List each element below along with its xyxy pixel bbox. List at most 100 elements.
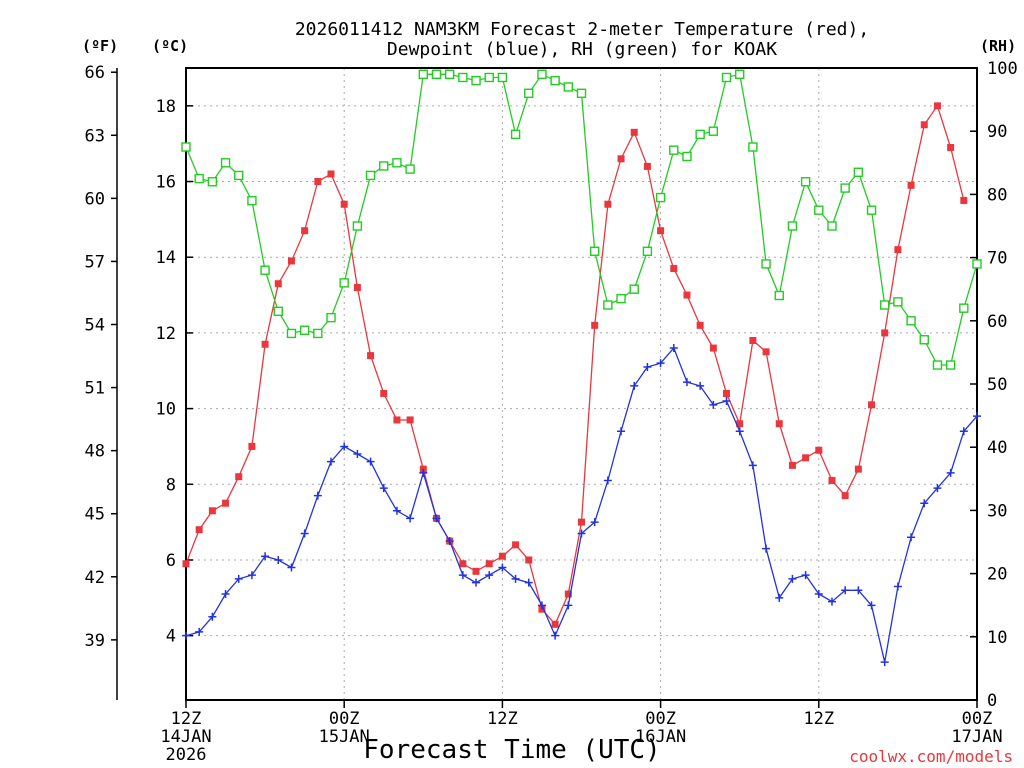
temperature-point [696, 321, 704, 329]
temperature-point [591, 321, 599, 329]
dewpoint-point [419, 468, 428, 477]
temperature-point [657, 227, 665, 235]
temperature-point [512, 541, 520, 549]
dewpoint-point [340, 442, 349, 451]
x-tick-label: 2026 [166, 745, 207, 765]
rh-point [418, 69, 428, 80]
celsius-tick-label: 10 [156, 400, 176, 420]
rh-point [484, 72, 494, 83]
x-tick-label: 17JAN [951, 727, 1002, 747]
tick-labels: 4 6 8 10 12 14 16 18 39 42 45 48 51 54 57 60 63 66 0 10 20 30… [85, 59, 1018, 765]
rh-point [379, 161, 389, 171]
rh-point [906, 316, 916, 326]
dewpoint-point [603, 476, 612, 485]
temperature-point [287, 257, 295, 265]
fahrenheit-tick-label: 57 [85, 252, 105, 272]
fahrenheit-tick-label: 42 [85, 568, 105, 588]
temperature-point [894, 246, 902, 254]
rh-point [234, 170, 244, 181]
temperature-point [367, 352, 375, 360]
dewpoint-point [577, 529, 586, 538]
dewpoint-point [762, 544, 771, 553]
dewpoint-point [524, 578, 533, 587]
dewpoint-point [669, 344, 678, 353]
rh-point [721, 72, 732, 83]
temperature-point [617, 155, 625, 163]
celsius-tick-label: 12 [156, 324, 176, 344]
x-tick-label: 00Z [645, 709, 676, 729]
rh-point [550, 75, 560, 86]
temperature-point [261, 340, 269, 348]
rh-point [181, 142, 191, 152]
temperature-point [301, 227, 309, 235]
temperature-point [881, 329, 889, 337]
rh-point [748, 142, 758, 152]
dewpoint-point [300, 529, 309, 538]
rh-point [603, 300, 613, 310]
dewpoint-point [775, 593, 784, 602]
rh-point [682, 151, 692, 162]
dewpoint-point [946, 468, 955, 477]
temperature-point [274, 280, 282, 288]
rh-point [365, 170, 376, 181]
rh-tick-label: 80 [987, 185, 1007, 205]
dewpoint-point [933, 484, 942, 493]
temperature-point [380, 389, 388, 397]
rh-point [510, 129, 521, 140]
dewpoint-point [735, 427, 744, 436]
rh-point [787, 221, 798, 231]
temperature-point [868, 401, 876, 409]
dewpoint-point [801, 571, 810, 580]
rh-point [840, 183, 850, 193]
temperature-point [788, 461, 796, 469]
dewpoint-point [537, 601, 546, 610]
temperature-point [933, 102, 941, 110]
dewpoint-point [406, 514, 415, 523]
temperature-point [736, 420, 744, 428]
rh-tick-label: 70 [987, 249, 1007, 269]
temperature-point [604, 200, 612, 208]
dewpoint-point [590, 518, 599, 527]
x-tick-label: 00Z [962, 709, 993, 729]
dewpoint-point [643, 362, 652, 371]
temperature-point [762, 348, 770, 356]
rh-tick-label: 100 [987, 59, 1018, 79]
dewpoint-point [313, 491, 322, 500]
rh-point [431, 69, 442, 80]
temperature-point [630, 128, 638, 136]
series-temperature [182, 102, 968, 628]
rh-point [800, 177, 811, 187]
series-dewpoint [182, 344, 981, 667]
temperature-point [327, 170, 335, 178]
fahrenheit-tick-label: 54 [85, 316, 105, 336]
dewpoint-point [564, 601, 573, 610]
rh-tick-label: 40 [987, 438, 1007, 458]
dewpoint-point [366, 457, 375, 466]
dewpoint-point [696, 381, 705, 390]
rh-point [932, 360, 943, 370]
temperature-point [208, 507, 216, 515]
dewpoint-point [814, 590, 823, 599]
x-tick-label: 12Z [171, 709, 202, 729]
dewpoint-point [195, 627, 204, 636]
rh-point [405, 164, 415, 174]
dewpoint-point [907, 533, 916, 542]
rh-point [352, 221, 363, 231]
dewpoint-point [788, 574, 797, 583]
series-rh [181, 69, 982, 370]
temperature-point [222, 499, 230, 507]
rh-point [286, 328, 297, 339]
temperature-point [340, 200, 348, 208]
rh-point [893, 297, 903, 307]
x-tick-label: 12Z [487, 709, 518, 729]
rh-tick-label: 10 [987, 628, 1007, 648]
rh-point [945, 360, 956, 370]
dewpoint-point [841, 586, 850, 595]
rh-point [273, 306, 283, 317]
temperature-point [578, 518, 585, 526]
celsius-tick-label: 4 [166, 627, 176, 647]
dewpoint-point [458, 571, 467, 580]
celsius-tick-label: 18 [156, 97, 176, 117]
rh-point [207, 177, 218, 187]
